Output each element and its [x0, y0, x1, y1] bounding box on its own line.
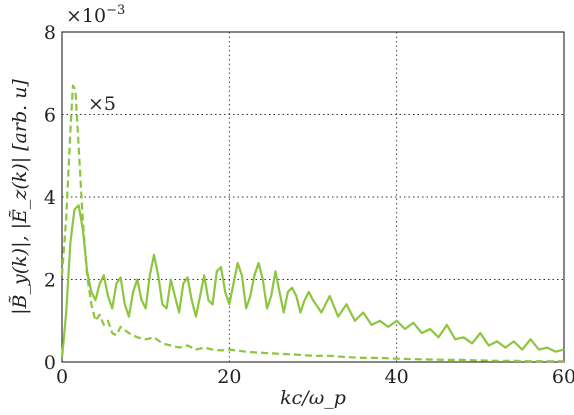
y-axis-label: |B̃_y(k)|, |Ẽ_z(k)| [arb. u]	[9, 79, 31, 315]
x-tick-label: 0	[56, 366, 68, 388]
annotation-x5: ×5	[88, 93, 116, 115]
y-tick-label: 4	[44, 187, 56, 209]
y-tick-label: 8	[44, 22, 56, 44]
tick-labels: 0 20 40 60 0 2 4 6 8	[44, 22, 574, 388]
y-tick-label: 0	[44, 352, 56, 374]
grid	[62, 32, 564, 362]
plot-frame	[61, 31, 565, 363]
series-layer	[60, 84, 565, 363]
x-tick-label: 60	[552, 366, 574, 388]
series-line-solid	[60, 204, 565, 359]
y-tick-label: 6	[44, 105, 56, 127]
y-scale-label: ×10−3	[66, 3, 125, 27]
x-axis-label: kc/ω_p	[280, 387, 346, 409]
x-tick-label: 40	[385, 366, 409, 388]
y-tick-label: 2	[44, 270, 56, 292]
x-tick-label: 20	[217, 366, 241, 388]
series-line-dashed	[60, 84, 564, 363]
